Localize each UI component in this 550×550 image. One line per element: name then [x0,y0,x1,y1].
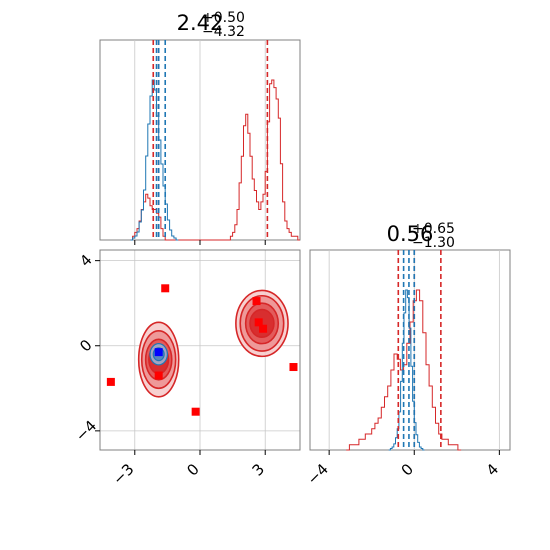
red-marker-3 [191,407,200,416]
title-plus-1: +0.50 [202,10,245,26]
hist-bottom-tick-label-2: 4 [483,460,502,479]
panel-hist-bottom-ticks: −4 0 4 [304,450,502,488]
red-marker-1 [106,377,115,386]
red-marker-2 [154,371,163,380]
panel-hist-top-title: 2.42 [177,11,224,35]
panel-contour: −3 0 3 −4 0 4 [72,249,301,488]
panel-hist-top: 2.42 +0.50 −4.32 [99,10,301,245]
red-marker-4 [252,297,261,306]
panel-hist-top-grid [134,40,266,240]
hist-bottom-blue-hist [388,289,425,451]
red-marker-7 [289,363,298,372]
contour-ytick-label-0: −4 [72,417,100,445]
contour-ytick-label-1: 0 [76,336,95,355]
red-marker-6 [259,324,268,333]
title-plus-2: +0.65 [412,221,455,237]
panel-hist-bottom: −4 0 4 0.56 +0.65 −1.30 [304,221,511,488]
panel-contour-regions [106,284,298,416]
contour-xtick-label-1: 0 [183,460,202,479]
panel-hist-bottom-frame [309,249,511,451]
red-marker-5 [254,318,263,327]
contour-xtick-label-2: 3 [249,460,268,479]
title-median-1: 2.42 [177,11,224,35]
panel-hist-bottom-title: 0.56 [387,222,434,246]
title-minus-2: −1.30 [412,235,455,251]
blue-marker-0 [154,348,163,357]
title-median-2: 0.56 [387,222,434,246]
contour-xtick-label-0: −3 [109,460,137,488]
contour-ytick-label-2: 4 [76,251,95,270]
panel-hist-top-quantiles [152,40,269,240]
hist-top-blue-hist [130,79,179,241]
red-marker-0 [161,284,170,293]
panel-hist-top-ticks [134,240,266,245]
panel-hist-bottom-quantiles [397,250,442,450]
hist-bottom-tick-label-0: −4 [304,460,332,488]
title-minus-1: −4.32 [202,24,245,40]
hist-bottom-tick-label-1: 0 [398,460,417,479]
